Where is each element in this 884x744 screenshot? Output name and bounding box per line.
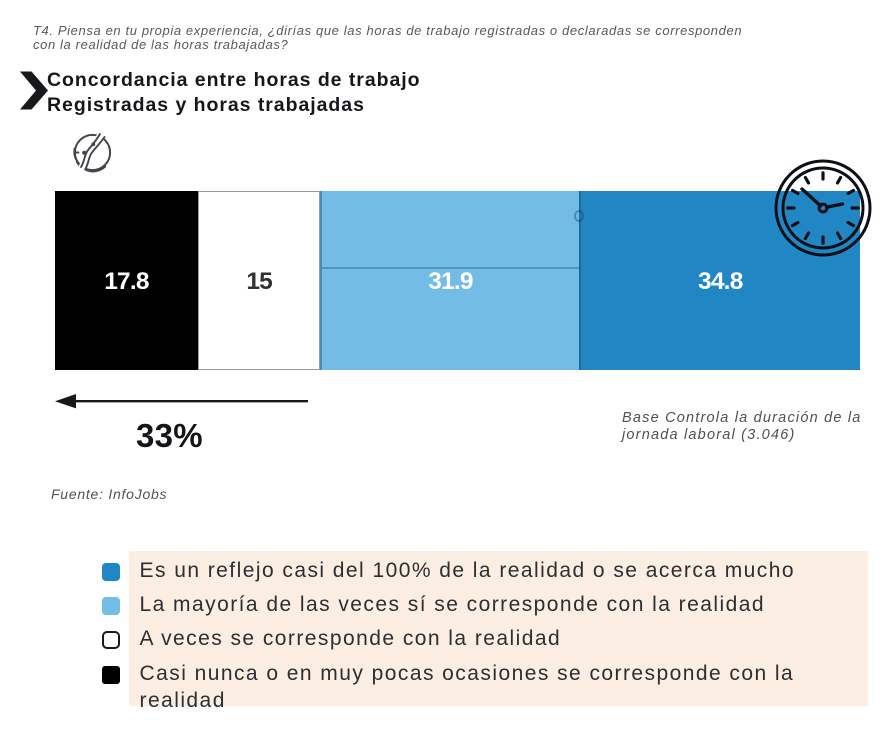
base-note-line2: jornada laboral (3.046) bbox=[622, 426, 796, 443]
chart-title-line2: Registradas y horas trabajadas bbox=[47, 94, 365, 116]
legend-label-reflejo: Es un reflejo casi del 100% de la realid… bbox=[139, 559, 795, 582]
bar-value-reflejo: 34.8 bbox=[698, 268, 743, 295]
legend-item-casi-nunca: Casi nunca o en muy pocas ocasiones se c… bbox=[102, 660, 840, 714]
bar-value-a-veces: 15 bbox=[246, 268, 272, 295]
legend-item-a-veces: A veces se corresponde con la realidad bbox=[102, 625, 561, 652]
legend-swatch-black bbox=[102, 666, 120, 684]
bar-value-mayoria: 31.9 bbox=[428, 268, 473, 295]
base-note-line1: Base Controla la duración de la bbox=[622, 410, 862, 426]
legend-label-mayoria: La mayoría de las veces sí se correspond… bbox=[139, 593, 765, 616]
source-note: Fuente: InfoJobs bbox=[51, 486, 168, 502]
survey-question-line2: con la realidad de las horas trabajadas? bbox=[33, 37, 289, 53]
survey-question: T4. Piensa en tu propia experiencia, ¿di… bbox=[33, 23, 743, 53]
bar-segment-casi-nunca: 17.8 bbox=[55, 191, 198, 370]
legend-background bbox=[129, 551, 868, 706]
legend-swatch-dark-blue bbox=[102, 563, 120, 581]
stacked-bar: 17.8 15 31.9 34.8 bbox=[55, 191, 860, 370]
chart-title: Concordancia entre horas de trabajo Regi… bbox=[47, 68, 421, 118]
bar-segment-a-veces: 15 bbox=[197, 191, 321, 370]
chevron-right-icon bbox=[20, 71, 48, 110]
stopwatch-sketch-icon bbox=[73, 132, 112, 173]
arrow-sum-label: 33% bbox=[136, 416, 203, 454]
left-arrow bbox=[55, 394, 308, 409]
legend-label-a-veces: A veces se corresponde con la realidad bbox=[139, 627, 562, 650]
bar-artifact-ring bbox=[574, 210, 584, 222]
survey-question-line1: T4. Piensa en tu propia experiencia, ¿di… bbox=[33, 23, 743, 38]
chart-title-line1: Concordancia entre horas de trabajo bbox=[47, 69, 421, 91]
bar-value-casi-nunca: 17.8 bbox=[104, 268, 149, 295]
bar-segment-mayoria: 31.9 bbox=[320, 191, 579, 370]
legend-label-casi-nunca: Casi nunca o en muy pocas ocasiones se c… bbox=[139, 662, 795, 712]
clock-icon bbox=[774, 159, 872, 257]
bar-segment-divider-line bbox=[322, 267, 579, 269]
legend-swatch-light-blue bbox=[102, 597, 120, 615]
base-note: Base Controla la duración de la jornada … bbox=[622, 410, 862, 444]
legend-item-mayoria: La mayoría de las veces sí se correspond… bbox=[102, 591, 765, 618]
legend-item-reflejo: Es un reflejo casi del 100% de la realid… bbox=[102, 557, 795, 584]
legend-swatch-white bbox=[102, 631, 120, 649]
bar-segment-reflejo: 34.8 bbox=[578, 191, 860, 370]
